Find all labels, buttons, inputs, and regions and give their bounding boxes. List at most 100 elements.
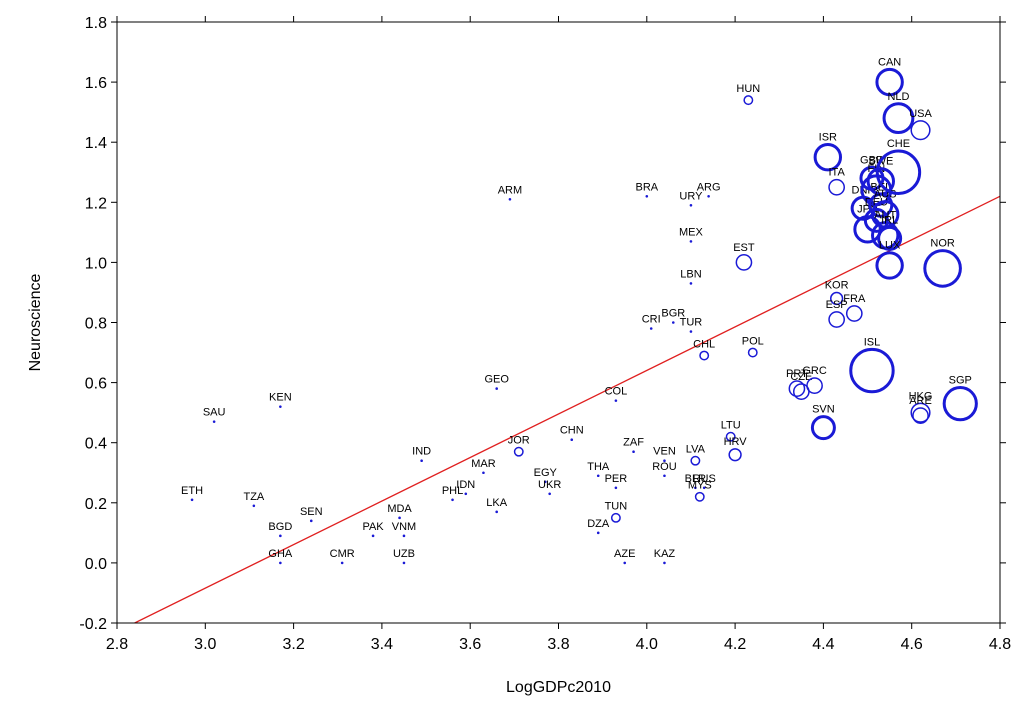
data-point-tza [252, 504, 256, 508]
point-label-lka: LKA [486, 497, 507, 509]
data-point-swe [866, 167, 895, 196]
data-point-mys [694, 491, 705, 502]
point-label-lbn: LBN [680, 268, 701, 280]
data-point-pak [371, 534, 375, 538]
data-point-col [614, 399, 618, 402]
x-tick-label: 3.4 [371, 636, 393, 653]
point-label-fra: FRA [843, 293, 866, 305]
y-tick-label: 1.4 [85, 135, 107, 152]
y-tick-label: 1.0 [85, 255, 107, 272]
point-label-grc: GRC [802, 365, 827, 377]
data-point-grc [806, 377, 823, 394]
data-point-bra [645, 194, 649, 198]
point-label-bgr: BGR [661, 308, 685, 320]
point-label-col: COL [605, 386, 628, 398]
x-tick-label: 4.2 [724, 636, 746, 653]
data-point-rus [702, 486, 706, 490]
data-point-nld [882, 102, 915, 135]
data-point-bgr [671, 321, 675, 324]
point-label-mys: MYS [688, 480, 712, 492]
point-label-eth: ETH [181, 485, 203, 497]
data-point-egy [543, 480, 547, 484]
point-label-arg: ARG [697, 181, 721, 193]
x-tick-label: 4.8 [989, 636, 1011, 653]
point-label-kaz: KAZ [654, 548, 676, 560]
data-point-lbn [689, 282, 693, 285]
y-tick-label: 1.2 [85, 195, 107, 212]
data-point-esp [828, 311, 845, 328]
point-label-ind: IND [412, 446, 431, 458]
data-point-per [614, 486, 618, 490]
data-point-are [912, 407, 929, 425]
point-label-usa: USA [909, 108, 932, 120]
data-point-hrv [728, 448, 742, 462]
data-point-sau [212, 420, 216, 423]
x-tick-label: 4.6 [901, 636, 923, 653]
data-point-arg [707, 194, 710, 198]
point-label-aut: AUT [874, 210, 896, 222]
data-point-ind [420, 459, 423, 463]
point-label-sau: SAU [203, 407, 226, 419]
data-point-hun [743, 95, 754, 106]
data-point-mex [689, 240, 693, 243]
data-point-hkg [910, 402, 931, 423]
point-label-idn: IDN [456, 479, 475, 491]
data-point-sen [309, 519, 313, 523]
point-label-zaf: ZAF [623, 437, 644, 449]
y-tick-label: 1.6 [85, 75, 107, 92]
point-label-vnm: VNM [392, 521, 416, 533]
data-point-mda [398, 516, 401, 520]
data-point-nor [923, 249, 962, 288]
point-label-gha: GHA [268, 548, 293, 560]
point-label-uzb: UZB [393, 548, 415, 560]
x-tick-label: 4.4 [812, 636, 834, 653]
data-point-ven [663, 459, 666, 463]
data-point-chl [699, 350, 710, 361]
y-axis-title: Neuroscience [27, 273, 44, 371]
data-point-est [735, 254, 753, 271]
data-point-mar [482, 471, 485, 475]
data-point-isl [849, 347, 895, 394]
point-label-phl: PHL [442, 485, 463, 497]
y-tick-label: 0.2 [85, 496, 107, 513]
data-point-ury [689, 204, 693, 207]
point-label-lux: LUX [879, 240, 901, 252]
point-label-mex: MEX [679, 226, 704, 238]
data-point-zaf [632, 450, 635, 454]
data-point-kor [829, 291, 844, 306]
point-label-geo: GEO [484, 374, 509, 386]
point-label-chl: CHL [693, 338, 715, 350]
point-label-tha: THA [587, 461, 610, 473]
point-label-cri: CRI [642, 314, 661, 326]
point-label-hkg: HKG [909, 390, 933, 402]
point-label-mar: MAR [471, 458, 496, 470]
data-point-sgp [942, 386, 978, 422]
point-label-ita: ITA [828, 167, 845, 179]
x-tick-label: 3.6 [459, 636, 481, 653]
point-label-nor: NOR [930, 238, 955, 250]
point-label-che: CHE [887, 138, 910, 150]
point-label-ven: VEN [653, 446, 676, 458]
data-point-kaz [663, 561, 666, 565]
point-label-per: PER [605, 473, 628, 485]
data-point-uzb [402, 561, 406, 565]
data-point-lva [690, 455, 701, 466]
x-axis-title: LogGDPc2010 [506, 679, 611, 696]
y-tick-label: 0.8 [85, 316, 107, 333]
point-label-dza: DZA [587, 518, 610, 530]
point-label-lva: LVA [686, 444, 706, 456]
data-point-chn [570, 438, 574, 441]
point-label-egy: EGY [534, 467, 558, 479]
point-label-hun: HUN [736, 83, 760, 95]
data-point-deu [863, 207, 889, 233]
x-tick-label: 2.8 [106, 636, 128, 653]
point-label-ken: KEN [269, 392, 292, 404]
point-label-mda: MDA [387, 503, 412, 515]
data-point-fra [845, 305, 863, 322]
point-label-are: ARE [909, 395, 932, 407]
point-label-sen: SEN [300, 506, 323, 518]
data-point-irl [877, 225, 903, 251]
point-label-tur: TUR [680, 317, 703, 329]
